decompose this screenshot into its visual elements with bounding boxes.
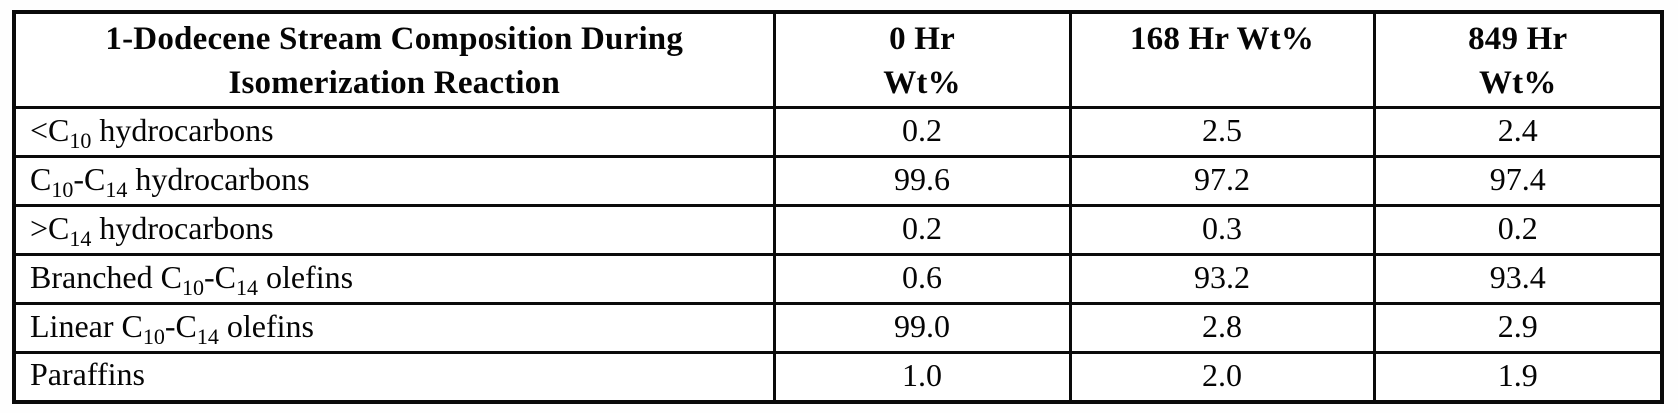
composition-table: 1-Dodecene Stream Composition During Isom… (12, 10, 1664, 404)
label-text: -C (203, 258, 236, 295)
header-line: 1-Dodecene Stream Composition During (105, 21, 684, 57)
label-text: C (30, 160, 52, 197)
row-label-cell: C10-C14 hydrocarbons (12, 155, 776, 208)
label-subscript: 10 (142, 323, 165, 349)
value-cell: 0.6 (772, 253, 1072, 306)
row-label-cell: >C14 hydrocarbons (12, 204, 776, 257)
value-cell: 97.4 (1372, 155, 1664, 208)
header-line: 849 Hr (1468, 21, 1568, 57)
label-text: olefins (218, 307, 314, 344)
table-row: Paraffins 1.0 2.0 1.9 (12, 351, 1664, 404)
label-text: -C (164, 307, 197, 344)
value-cell: 1.9 (1372, 351, 1664, 404)
value-cell: 2.5 (1068, 106, 1376, 159)
label-subscript: 14 (235, 274, 258, 300)
label-text: hydrocarbons (91, 111, 274, 148)
label-subscript: 14 (69, 225, 92, 251)
header-line: Isomerization Reaction (228, 64, 561, 101)
value-cell: 1.0 (772, 351, 1072, 404)
label-text: hydrocarbons (91, 209, 274, 246)
header-cell-hr168: 168 Hr Wt% (1068, 10, 1376, 110)
value-cell: 0.2 (1372, 204, 1664, 257)
label-text: olefins (257, 258, 354, 295)
value-cell: 2.9 (1372, 302, 1664, 355)
label-text: Branched C (30, 258, 182, 295)
value-cell: 2.8 (1068, 302, 1376, 355)
label-text: hydrocarbons (127, 160, 310, 197)
header-cell-composition: 1-Dodecene Stream Composition During Isom… (12, 10, 776, 110)
row-label-cell: Paraffins (12, 351, 776, 404)
label-text: Paraffins (30, 356, 145, 393)
table-row: Linear C10-C14 olefins 99.0 2.8 2.9 (12, 302, 1664, 355)
header-line: 168 Hr Wt% (1129, 21, 1315, 57)
row-label-cell: <C10 hydrocarbons (12, 106, 776, 159)
label-text: >C (30, 209, 70, 246)
table-row: Branched C10-C14 olefins 0.6 93.2 93.4 (12, 253, 1664, 306)
value-cell: 97.2 (1068, 155, 1376, 208)
label-text: <C (30, 111, 70, 148)
value-cell: 0.2 (772, 106, 1072, 159)
label-subscript: 10 (181, 274, 204, 300)
table-row: C10-C14 hydrocarbons 99.6 97.2 97.4 (12, 155, 1664, 208)
value-cell: 0.2 (772, 204, 1072, 257)
header-line: Wt% (883, 64, 961, 101)
row-label-cell: Linear C10-C14 olefins (12, 302, 776, 355)
header-line: Wt% (1478, 64, 1557, 101)
table-header-row: 1-Dodecene Stream Composition During Isom… (12, 10, 1664, 110)
value-cell: 99.0 (772, 302, 1072, 355)
table-row: <C10 hydrocarbons 0.2 2.5 2.4 (12, 106, 1664, 159)
table-row: >C14 hydrocarbons 0.2 0.3 0.2 (12, 204, 1664, 257)
label-subscript: 10 (69, 127, 92, 153)
header-line: 0 Hr (889, 21, 955, 57)
label-subscript: 14 (196, 323, 219, 349)
value-cell: 0.3 (1068, 204, 1376, 257)
header-cell-hr0: 0 Hr Wt% (772, 10, 1072, 110)
label-subscript: 14 (105, 176, 128, 202)
value-cell: 93.4 (1372, 253, 1664, 306)
table-body: <C10 hydrocarbons 0.2 2.5 2.4 C10-C14 hydroc… (12, 106, 1664, 404)
row-label-cell: Branched C10-C14 olefins (12, 253, 776, 306)
value-cell: 2.4 (1372, 106, 1664, 159)
label-text: -C (73, 160, 106, 197)
label-subscript: 10 (51, 176, 74, 202)
value-cell: 2.0 (1068, 351, 1376, 404)
value-cell: 99.6 (772, 155, 1072, 208)
header-cell-hr849: 849 Hr Wt% (1372, 10, 1664, 110)
value-cell: 93.2 (1068, 253, 1376, 306)
label-text: Linear C (30, 307, 143, 344)
